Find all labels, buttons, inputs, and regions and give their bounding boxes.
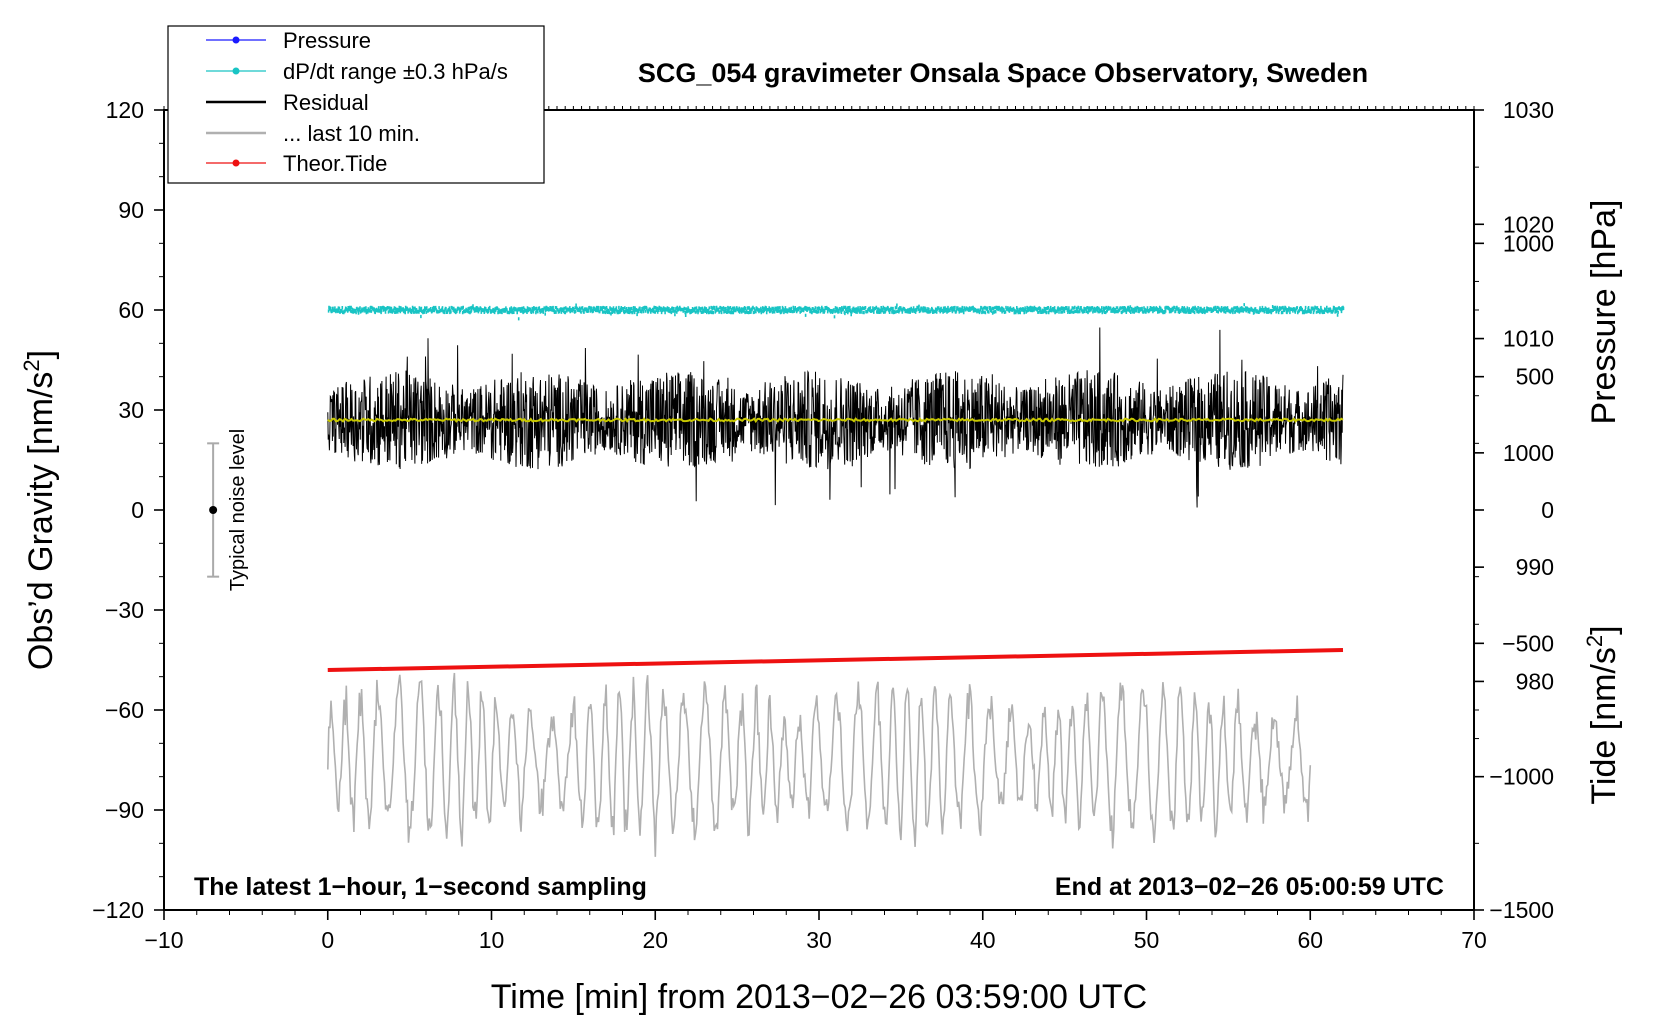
y-tick-label: 90 [118, 197, 144, 223]
tide-tick-label: −500 [1502, 630, 1554, 656]
x-tick-label: 70 [1461, 927, 1487, 953]
legend-marker-dpdt [232, 67, 240, 75]
legend-entry-tide: Theor.Tide [206, 151, 387, 176]
legend-entry-dpdt: dP/dt range ±0.3 hPa/s [206, 59, 508, 84]
x-tick-label: 60 [1297, 927, 1323, 953]
pressure-axis-label: Pressure [hPa] [1585, 200, 1623, 425]
series-layer [327, 303, 1345, 857]
tide-axis-label-superscript: 2 [1582, 635, 1607, 647]
y-tick-label: 60 [118, 297, 144, 323]
y-tick-label: 0 [131, 497, 144, 523]
legend-label-residual: Residual [283, 90, 369, 115]
pressure-tick-label: 1010 [1503, 326, 1554, 352]
pressure-tick-label: 980 [1516, 668, 1554, 694]
x-tick-label: 50 [1134, 927, 1160, 953]
legend-marker-pressure [232, 36, 240, 44]
legend: Pressure dP/dt range ±0.3 hPa/s Residual… [167, 25, 545, 184]
legend-entry-pressure: Pressure [206, 28, 371, 53]
noise-bar-point [209, 506, 218, 514]
legend-box [167, 25, 545, 184]
y-tick-label: −120 [92, 897, 144, 923]
x-tick-label: 20 [642, 927, 668, 953]
y-axis-label-superscript: 2 [19, 359, 44, 371]
y-tick-label: −30 [105, 597, 144, 623]
y-axis-label-text: Obs’d Gravity [nm/s [22, 372, 60, 671]
pressure-tick-label: 1020 [1503, 211, 1554, 237]
annotation-end-time: End at 2013−02−26 05:00:59 UTC [1055, 873, 1444, 901]
y-axis-label-close: ] [22, 350, 60, 359]
y-tick-label: 120 [106, 97, 144, 123]
x-tick-label: 10 [479, 927, 505, 953]
y-axis-label: Obs’d Gravity [nm/s2] [19, 350, 60, 670]
annotation-latest-hour: The latest 1−hour, 1−second sampling [194, 873, 647, 901]
legend-entry-last10: ... last 10 min. [206, 121, 420, 146]
x-tick-label: −10 [144, 927, 183, 953]
series-residual-smoothed [327, 417, 1344, 424]
noise-level-bar [207, 442, 220, 578]
y-tick-label: −60 [105, 697, 144, 723]
tide-axis-label-close: ] [1585, 625, 1623, 634]
pressure-tick-label: 1000 [1503, 440, 1554, 466]
tide-tick-label: −1500 [1489, 897, 1554, 923]
tide-tick-label: 0 [1541, 497, 1554, 523]
tide-axis-label-text: Tide [nm/s [1585, 647, 1623, 804]
tide-tick-label: −1000 [1489, 764, 1554, 790]
x-axis-label: Time [min] from 2013−02−26 03:59:00 UTC [491, 978, 1147, 1016]
legend-entry-residual: Residual [206, 90, 369, 115]
legend-label-tide: Theor.Tide [283, 151, 387, 176]
series-theor-tide [327, 648, 1344, 672]
x-tick-label: 40 [970, 927, 996, 953]
tide-tick-label: 500 [1516, 364, 1554, 390]
chart-title: SCG_054 gravimeter Onsala Space Observat… [638, 58, 1368, 88]
tide-tick-label: 1000 [1503, 230, 1554, 256]
ticks-layer: −10 0 10 20 30 40 50 60 701209060300−30−60−90−12… [92, 97, 1554, 953]
pressure-tick-label: 990 [1516, 554, 1554, 580]
y-tick-label: −90 [105, 797, 144, 823]
series-residual [327, 327, 1344, 508]
legend-label-last10: ... last 10 min. [283, 121, 420, 146]
x-tick-label: 30 [806, 927, 832, 953]
legend-label-pressure: Pressure [283, 28, 371, 53]
series-dpdt [327, 303, 1345, 321]
noise-level-label: Typical noise level [227, 429, 249, 591]
y-tick-label: 30 [118, 397, 144, 423]
tide-axis-label: Tide [nm/s2] [1582, 625, 1623, 804]
pressure-tick-label: 1030 [1503, 97, 1554, 123]
legend-marker-tide [232, 159, 240, 167]
x-tick-label: 0 [321, 927, 334, 953]
series-last-10-min [327, 672, 1312, 857]
legend-label-dpdt: dP/dt range ±0.3 hPa/s [283, 59, 508, 84]
